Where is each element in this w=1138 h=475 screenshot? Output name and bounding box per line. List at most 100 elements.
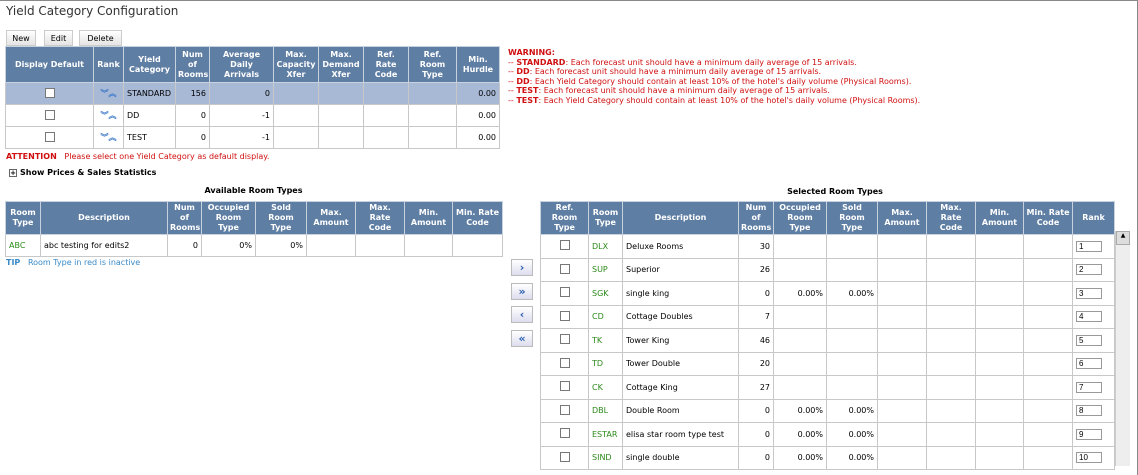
rank-input[interactable]	[1076, 334, 1102, 346]
display-default-checkbox[interactable]	[44, 87, 55, 98]
cell: Double Room	[622, 398, 739, 423]
yield-category: DD	[127, 111, 140, 120]
column-header: Min. Amount	[404, 201, 453, 235]
table-row[interactable]: TK Tower King 46	[540, 328, 1115, 353]
column-header: Description	[622, 201, 739, 235]
ref-room-type-checkbox[interactable]	[559, 451, 570, 462]
chevron-right-icon: ›	[519, 261, 525, 274]
rank-up-icon[interactable]: ︽	[108, 111, 117, 120]
cell	[877, 445, 927, 470]
cell	[975, 304, 1024, 329]
yield-category-table: Display Default Rank Yield Category Num of …	[5, 46, 500, 149]
cell: 30	[738, 234, 774, 259]
cell	[540, 445, 589, 470]
rank-input[interactable]	[1076, 240, 1102, 252]
cell	[1072, 281, 1115, 306]
rank-input[interactable]	[1076, 381, 1102, 393]
rank-down-icon[interactable]: ︾	[100, 133, 109, 142]
rank-input[interactable]	[1076, 358, 1102, 370]
column-header: Max. Rate Code	[926, 201, 976, 235]
page-title: Yield Category Configuration	[6, 4, 179, 18]
cell	[975, 445, 1024, 470]
scroll-up-icon[interactable]: ▲	[1116, 231, 1130, 245]
move-all-left-button[interactable]: «	[511, 330, 533, 347]
column-header: Max. Amount	[877, 201, 927, 235]
table-row[interactable]: ABC abc testing for edits2 0 0% 0%	[5, 234, 503, 257]
table-row[interactable]: CK Cottage King 27	[540, 375, 1115, 400]
selected-title: Selected Room Types	[787, 187, 883, 196]
cell	[1023, 398, 1073, 423]
rank-input[interactable]	[1076, 311, 1102, 323]
table-row[interactable]: TD Tower Double 20	[540, 351, 1115, 376]
show-stats-toggle[interactable]: + Show Prices & Sales Statistics	[9, 168, 156, 177]
ref-room-type-checkbox[interactable]	[559, 334, 570, 345]
rank-up-icon[interactable]: ︽	[108, 89, 117, 98]
display-default-checkbox[interactable]	[44, 131, 55, 142]
rank-up-icon[interactable]: ︽	[108, 133, 117, 142]
ref-room-type-checkbox[interactable]	[559, 404, 570, 415]
avg-arrivals: 0	[264, 89, 270, 98]
cell	[877, 375, 927, 400]
table-row[interactable]: SGK single king 0 0.00% 0.00%	[540, 281, 1115, 306]
move-left-button[interactable]: ‹	[511, 306, 533, 323]
ref-room-type-checkbox[interactable]	[559, 381, 570, 392]
table-row[interactable]: SUP Superior 26	[540, 257, 1115, 282]
table-row[interactable]: SIND single double 0 0.00% 0.00%	[540, 445, 1115, 470]
expand-icon[interactable]: +	[9, 168, 17, 177]
cell	[273, 104, 319, 127]
ref-room-type-checkbox[interactable]	[559, 287, 570, 298]
sold: 0%	[290, 241, 303, 250]
rank-down-icon[interactable]: ︾	[100, 89, 109, 98]
rank-input[interactable]	[1076, 287, 1102, 299]
ref-room-type-checkbox[interactable]	[559, 310, 570, 321]
min-hurdle: 0.00	[478, 89, 496, 98]
scrollbar[interactable]: ▲	[1115, 231, 1130, 466]
ref-room-type-checkbox[interactable]	[559, 357, 570, 368]
num-rooms: 0	[200, 111, 206, 120]
rank-input[interactable]	[1076, 452, 1102, 464]
column-header: Max. Demand Xfer	[318, 46, 364, 83]
column-header: Max. Rate Code	[355, 201, 405, 235]
sold: 0.00%	[848, 288, 874, 298]
warning-item: -- TEST: Each forecast unit should have …	[508, 86, 830, 95]
table-row[interactable]: ︾︽ TEST 0 -1 0.00	[5, 126, 500, 149]
ref-room-type-checkbox[interactable]	[559, 428, 570, 439]
cell: single king	[622, 281, 739, 306]
cell: 0.00	[456, 82, 500, 105]
cell: abc testing for edits2	[40, 234, 168, 257]
move-right-button[interactable]: ›	[511, 259, 533, 276]
rank-input[interactable]	[1076, 428, 1102, 440]
display-default-checkbox[interactable]	[44, 109, 55, 120]
ref-room-type-checkbox[interactable]	[559, 263, 570, 274]
warning-category: STANDARD	[516, 57, 566, 67]
ref-room-type-checkbox[interactable]	[559, 240, 570, 251]
cell: -1	[209, 104, 274, 127]
table-row[interactable]: ︾︽ STANDARD 156 0 0.00	[5, 82, 500, 105]
warning-title: WARNING:	[508, 48, 555, 57]
cell: 0.00%	[773, 398, 827, 423]
cell: Tower Double	[622, 351, 739, 376]
delete-button[interactable]: Delete	[79, 30, 122, 46]
new-button[interactable]: New	[6, 30, 36, 46]
column-header: Max. Capacity Xfer	[273, 46, 319, 83]
cell	[926, 328, 976, 353]
avg-arrivals: -1	[262, 133, 270, 142]
cell: 0	[738, 398, 774, 423]
rank-down-icon[interactable]: ︾	[100, 111, 109, 120]
move-all-right-button[interactable]: »	[511, 283, 533, 300]
edit-button[interactable]: Edit	[44, 30, 73, 46]
avg-arrivals: -1	[262, 111, 270, 120]
cell	[926, 257, 976, 282]
table-row[interactable]: DBL Double Room 0 0.00% 0.00%	[540, 398, 1115, 423]
table-row[interactable]: ESTAR elisa star room type test 0 0.00% 0.00…	[540, 422, 1115, 447]
occupied: 0.00%	[797, 429, 823, 439]
rank-input[interactable]	[1076, 405, 1102, 417]
cell	[363, 82, 409, 105]
cell	[975, 375, 1024, 400]
num-rooms: 46	[759, 335, 770, 345]
room-type-code: TK	[592, 335, 603, 345]
table-row[interactable]: ︾︽ DD 0 -1 0.00	[5, 104, 500, 127]
table-row[interactable]: DLX Deluxe Rooms 30	[540, 234, 1115, 259]
table-row[interactable]: CD Cottage Doubles 7	[540, 304, 1115, 329]
rank-input[interactable]	[1076, 264, 1102, 276]
